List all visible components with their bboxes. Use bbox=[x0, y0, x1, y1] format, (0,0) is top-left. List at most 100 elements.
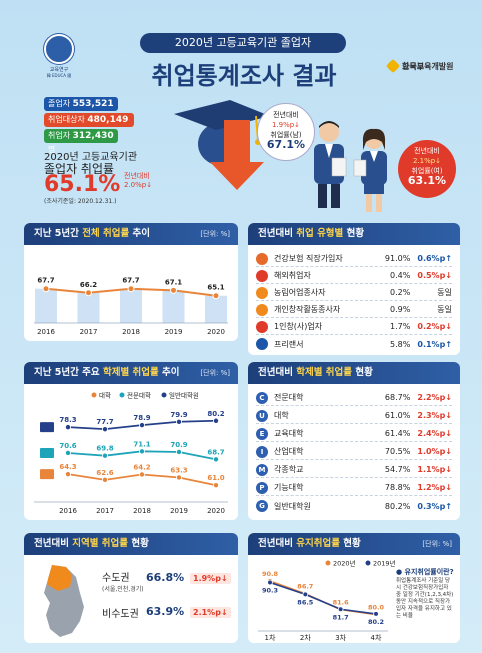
trend-value-label: 67.7 bbox=[37, 277, 54, 285]
legend-swatch bbox=[325, 560, 331, 566]
panel-title: 지난 5년간 전체 취업률 추이 [단위: %] bbox=[24, 223, 238, 245]
row-change: 2.3%p↓ bbox=[417, 411, 452, 420]
hero-caption-2: 졸업자 취업률 bbox=[44, 162, 115, 176]
series-value-label: 69.8 bbox=[96, 445, 113, 453]
series-value-label: 79.9 bbox=[170, 411, 187, 419]
row-value: 1.7% bbox=[390, 322, 411, 331]
seal-sublabel: 韓 EDUCA 國 bbox=[46, 73, 72, 78]
kedi-logo-icon bbox=[385, 58, 401, 74]
palette-icon bbox=[256, 303, 268, 316]
row-change: 1.2%p↓ bbox=[417, 483, 452, 492]
employment-type-row: 해외취업자 0.4% 0.5%p↓ bbox=[256, 268, 452, 284]
series-point bbox=[102, 476, 109, 483]
overall-rate-change: 전년대비 2.0%p↓ bbox=[124, 172, 153, 189]
institution-icon bbox=[40, 469, 54, 480]
academic-trend-chart: 대학 전문대학 일반대학원 78.3 77.7 78.9 79.9 80.2 70.6 69.8 7… bbox=[34, 391, 228, 515]
person-icon bbox=[256, 320, 268, 333]
trend-value-label: 67.1 bbox=[165, 278, 182, 286]
year-tick-label: 2019 bbox=[165, 328, 183, 336]
ministry-name: 교육부 bbox=[402, 61, 425, 71]
trend-point bbox=[127, 285, 135, 293]
noncapital-region-rate: 63.9% bbox=[146, 605, 185, 618]
legend-label: 일반대학원 bbox=[169, 391, 199, 400]
row-change: 0.1%p↑ bbox=[417, 339, 452, 349]
series-line bbox=[269, 580, 377, 616]
panel-title: 전년대비 지역별 취업률 현황 bbox=[24, 533, 238, 555]
tractor-icon bbox=[256, 286, 268, 299]
series-value-label: 68.7 bbox=[207, 448, 224, 456]
legend-label: 2020년 bbox=[333, 559, 356, 568]
employment-type-row: 1인창(사)업자 1.7% 0.2%p↓ bbox=[256, 319, 452, 335]
series-point bbox=[267, 579, 273, 586]
capital-region-change: 1.9%p↓ bbox=[190, 573, 231, 584]
series-point bbox=[302, 591, 309, 598]
trend-bar bbox=[162, 290, 185, 323]
trend-point bbox=[85, 289, 92, 297]
survey-date: (조사기준일: 2020.12.31.) bbox=[44, 198, 117, 205]
decline-arrow-icon bbox=[210, 120, 264, 190]
employment-type-panel: 전년대비 취업 유형별 현황 건강보험 직장가입자 91.0% 0.6%p↑ 해외취업… bbox=[248, 223, 460, 355]
trend-value-label: 67.7 bbox=[122, 277, 139, 285]
school-letter-icon: P bbox=[256, 481, 268, 494]
employed-stat: 취업자 312,430명 bbox=[44, 129, 118, 154]
school-type-row: M 각종학교 54.7% 1.1%p↓ bbox=[256, 462, 452, 478]
row-name: 산업대학 bbox=[274, 447, 304, 456]
row-change: 동일 bbox=[437, 288, 452, 297]
panel-title: 전년대비 학제별 취업률 현황 bbox=[248, 362, 460, 384]
panel-title: 전년대비 취업 유형별 현황 bbox=[248, 223, 460, 245]
trend-point bbox=[212, 292, 220, 300]
series-value-label: 61.0 bbox=[207, 474, 224, 482]
year-tick-label: 2016 bbox=[59, 507, 77, 515]
hero-caption-1: 2020년 고등교육기관 bbox=[44, 152, 138, 163]
page-title: 취업통계조사 결과 bbox=[151, 62, 337, 90]
series-value-label: 90.8 bbox=[262, 570, 279, 578]
series-value-label: 77.7 bbox=[96, 418, 113, 426]
school-letter-icon: M bbox=[256, 463, 268, 476]
trend-point bbox=[42, 285, 50, 293]
series-value-label: 63.3 bbox=[170, 466, 187, 474]
female-rate-bubble: 전년대비 2.1%p↓ 취업률(여) 63.1% bbox=[398, 140, 456, 198]
series-point bbox=[337, 606, 344, 613]
row-name: 교육대학 bbox=[274, 429, 304, 438]
trend-value-label: 66.2 bbox=[80, 281, 97, 289]
trend-bar bbox=[35, 288, 57, 323]
panel-title: 지난 5년간 주요 학제별 취업률 추이 [단위: %] bbox=[24, 362, 238, 384]
region-panel: 전년대비 지역별 취업률 현황 수도권 (서울,인천,경기) 66.8% 1.9%… bbox=[24, 533, 238, 643]
school-type-row: E 교육대학 61.4% 2.4%p↓ bbox=[256, 426, 452, 442]
year-tick-label: 2019 bbox=[170, 507, 188, 515]
row-change: 2.2%p↓ bbox=[417, 393, 452, 402]
employment-type-row: 건강보험 직장가입자 91.0% 0.6%p↑ bbox=[256, 251, 452, 267]
trend-point bbox=[170, 286, 177, 294]
globe-icon bbox=[256, 269, 268, 282]
school-type-panel: 전년대비 학제별 취업률 현황 C 전문대학 68.7% 2.2%p↓ U 대학 61.0%… bbox=[248, 362, 460, 520]
series-value-label: 80.2 bbox=[368, 618, 384, 626]
korea-map-icon bbox=[44, 565, 84, 637]
row-name: 개인창작활동종사자 bbox=[274, 305, 341, 314]
series-value-label: 70.9 bbox=[170, 441, 187, 449]
legend-swatch bbox=[119, 392, 125, 398]
series-value-label: 86.7 bbox=[297, 583, 313, 591]
series-value-label: 71.1 bbox=[133, 440, 150, 448]
retention-definition: ● 유지취업률이란? 취업통계조사 기준일 당시 건강보험직장가입자 중 일정 … bbox=[396, 568, 454, 620]
series-value-label: 81.6 bbox=[333, 599, 350, 607]
round-tick-label: 2차 bbox=[300, 633, 311, 642]
school-letter-icon: E bbox=[256, 427, 268, 440]
school-letter-icon: U bbox=[256, 409, 268, 422]
overall-trend-chart: 67.7 2016 66.2 2017 67.7 2018 67.1 2019 65.1 2020 bbox=[34, 277, 228, 336]
overall-trend-panel: 지난 5년간 전체 취업률 추이 [단위: %] 67.7 2016 66.2 2017… bbox=[24, 223, 238, 341]
row-name: 건강보험 직장가입자 bbox=[274, 254, 343, 263]
retention-chart: 2020년 2019년 90.8 86.7 81.6 80.0 90.3 86.5 81.7 80… bbox=[258, 559, 396, 642]
row-name: 전문대학 bbox=[274, 393, 304, 402]
group-icon bbox=[256, 338, 268, 350]
year-tick-label: 2017 bbox=[80, 328, 98, 336]
employment-type-row: 프리랜서 5.8% 0.1%p↑ bbox=[256, 336, 452, 352]
school-type-row: G 일반대학원 80.2% 0.3%p↑ bbox=[256, 498, 452, 514]
series-value-label: 70.6 bbox=[59, 442, 76, 450]
school-type-row: I 산업대학 70.5% 1.0%p↓ bbox=[256, 444, 452, 460]
series-point bbox=[212, 417, 219, 424]
row-change: 0.2%p↓ bbox=[417, 322, 452, 331]
row-value: 80.2% bbox=[384, 501, 411, 511]
series-point bbox=[65, 424, 72, 431]
header-subtitle: 2020년 고등교육기관 졸업자 bbox=[140, 33, 346, 53]
